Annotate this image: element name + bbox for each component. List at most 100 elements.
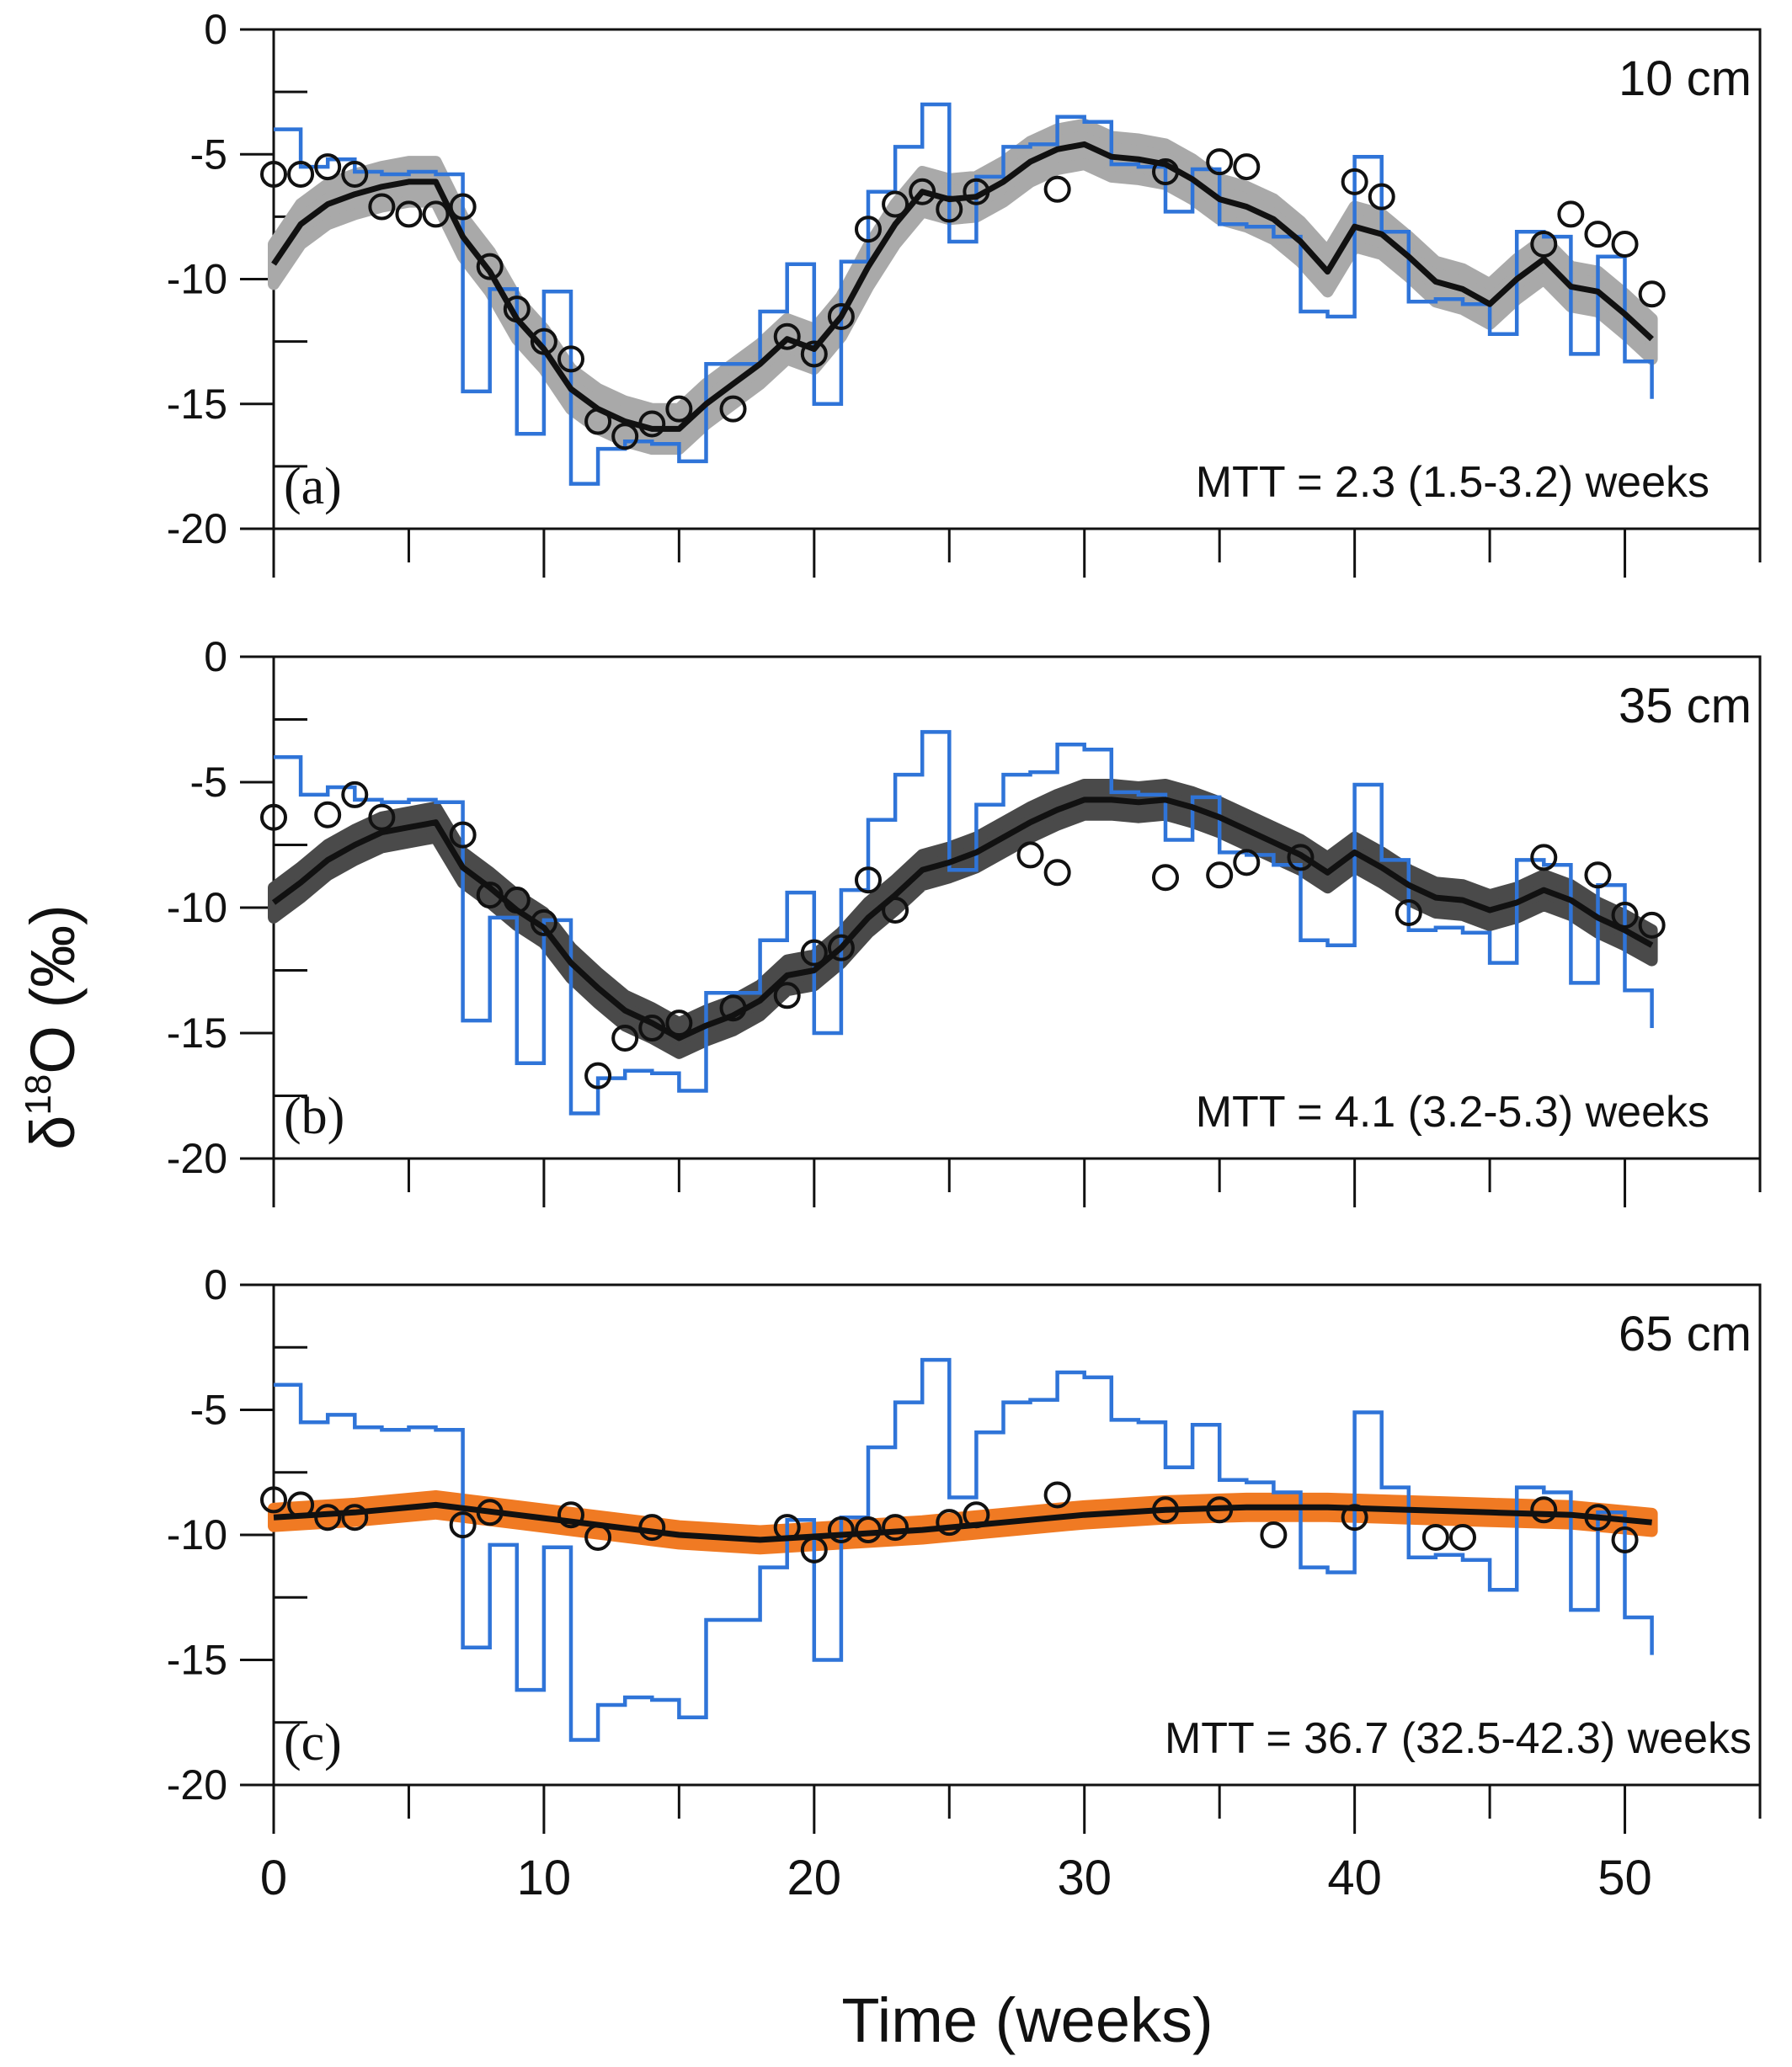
observed-point [1611,901,1639,929]
y-tick-label: -5 [190,1387,227,1434]
observed-point [584,1062,612,1089]
panel-letter: (a) [284,458,342,515]
observed-point [314,1504,342,1532]
observed-point [503,296,531,323]
observed-point [584,408,612,435]
x-tick-label: 30 [1057,1851,1112,1905]
model-uncertainty-band [268,118,1658,455]
y-tick-label: -15 [167,1010,227,1057]
observed-point [341,780,369,808]
observed-point [800,1536,828,1564]
observed-point [557,345,584,373]
model-uncertainty-band [268,779,1658,1059]
y-axis-title-superscript: 18 [18,1074,59,1116]
observed-point [638,1015,666,1042]
y-tick-label: -20 [167,1761,227,1809]
input-precipitation-series [274,1357,1654,1742]
observed-point [287,160,315,188]
y-tick-label: -10 [167,1511,227,1558]
observed-point [530,328,557,355]
observed-point [260,160,287,188]
depth-label: 10 cm [1619,51,1752,106]
observed-point [882,896,909,924]
observed-point [1584,1504,1612,1532]
observed-point [530,908,557,936]
observed-point [827,1516,855,1544]
observed-point [1043,859,1071,887]
observed-point [855,216,882,243]
observed-point [1449,1523,1476,1551]
panel-2: 0 -5 -10 -15 -20 35 cm MTT = 4.1 (3.2-5.3) wee… [167,633,1762,1207]
observed-point [1043,1481,1071,1509]
observed-point [476,1499,504,1526]
observed-point [773,322,801,350]
observed-point [314,801,342,828]
x-axis-tick-labels: 0 10 20 30 40 50 [260,1851,1652,1905]
observed-point [476,253,504,280]
y-tick-label: 0 [204,1261,227,1308]
observed-point [827,302,855,330]
panel-letter: (b) [284,1088,344,1145]
observed-points [260,148,1666,450]
observed-point [882,1514,909,1542]
observed-point [638,1514,666,1542]
y-tick-label: -15 [167,1637,227,1684]
y-tick-label: -5 [190,759,227,806]
mtt-label: MTT = 2.3 (1.5-3.2) weeks [1196,458,1709,507]
x-tick-label: 50 [1597,1851,1652,1905]
observed-point [882,190,909,218]
observed-point [800,939,828,967]
observed-point [449,821,477,849]
observed-point [1206,1496,1234,1524]
observed-point [368,193,396,221]
y-tick-label: 0 [204,6,227,53]
y-axis-title-rest: O (‰) [18,904,88,1073]
observed-point [449,1511,477,1539]
observed-point [773,1514,801,1542]
observed-point [314,153,342,181]
observed-point [1611,1526,1639,1553]
y-tick-label: -10 [167,256,227,303]
observed-point [476,882,504,909]
observed-point [1287,844,1315,871]
observed-point [1043,175,1071,203]
x-tick-label: 20 [787,1851,842,1905]
observed-point [1206,861,1234,889]
observed-point [800,340,828,368]
y-axis-title-delta: δ [18,1116,88,1150]
observed-points [260,780,1666,1089]
observed-point [665,1010,693,1037]
observed-point [909,178,936,205]
y-tick-label: -20 [167,505,227,552]
observed-point [260,803,287,831]
observed-point [260,1486,287,1514]
observed-point [1638,280,1666,308]
y-tick-label: -10 [167,884,227,931]
y-tick-label: 0 [204,633,227,680]
observed-point [1260,1521,1288,1548]
mtt-label: MTT = 4.1 (3.2-5.3) weeks [1196,1088,1709,1137]
input-precipitation-series [274,730,1654,1116]
observed-point [719,994,747,1022]
observed-point [1152,864,1179,892]
mtt-label: MTT = 36.7 (32.5-42.3) weeks [1165,1714,1752,1763]
observed-point [1638,911,1666,939]
observed-point [368,803,396,831]
observed-point [936,1509,963,1537]
depth-label: 65 cm [1619,1307,1752,1361]
observed-point [1530,1496,1558,1524]
observed-point [638,410,666,438]
observed-point [1530,230,1558,258]
observed-point [395,200,423,228]
depth-label: 35 cm [1619,679,1752,733]
observed-point [1341,168,1368,195]
observed-point [341,1504,369,1532]
y-tick-label: -5 [190,131,227,178]
x-tick-label: 40 [1327,1851,1382,1905]
observed-point [557,1501,584,1529]
observed-point [936,195,963,223]
observed-point [773,982,801,1010]
observed-point [827,934,855,962]
observed-point [611,423,639,450]
